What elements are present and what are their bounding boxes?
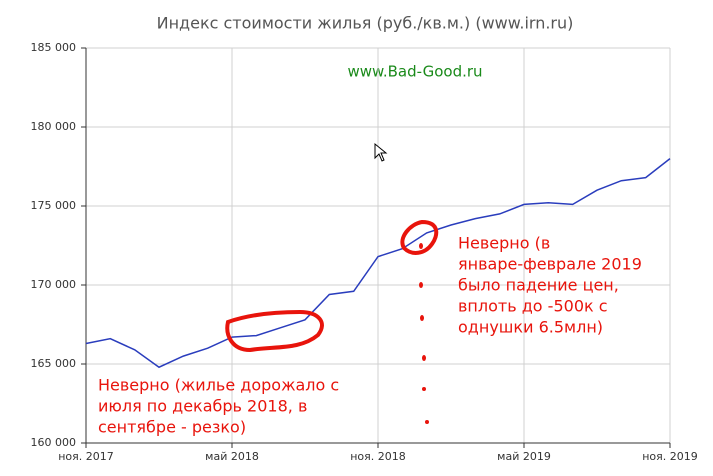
line	[85, 158, 671, 369]
annotation: было падение цен,	[458, 276, 619, 295]
x-tick-label: ноя. 2018	[350, 450, 406, 463]
annotation: Неверно (в	[458, 234, 550, 253]
annotation: однушки 6.5млн)	[458, 318, 603, 337]
annotation: Неверно (жилье дорожало с	[98, 376, 339, 395]
x-tick-label: ноя. 2019	[642, 450, 698, 463]
y-tick-label: 170 000	[31, 278, 77, 291]
annotation: сентябре - резко)	[98, 418, 246, 437]
watermark: www.Bad-Good.ru	[347, 63, 482, 81]
plot: 160 000 165 000 170 000 175 000 180 000 185 0…	[31, 41, 698, 463]
annotation-dots	[419, 243, 429, 424]
y-tick-label: 185 000	[31, 41, 77, 54]
annotation: июля по декабрь 2018, в	[98, 397, 307, 416]
annotation: вплоть до -500к с	[458, 297, 608, 316]
annotation: январе-феврале 2019	[458, 255, 642, 274]
x-tick-label: май 2019	[497, 450, 551, 463]
chart-title: Индекс стоимости жилья (руб./кв.м.) (www…	[157, 14, 574, 33]
x-tick-label: ноя. 2017	[58, 450, 114, 463]
x-tick-label: май 2018	[205, 450, 259, 463]
cursor	[374, 142, 388, 162]
y-tick-label: 160 000	[31, 436, 77, 449]
y-tick-label: 180 000	[31, 120, 77, 133]
annotation-marks	[225, 219, 439, 353]
y-tick-label: 175 000	[31, 199, 77, 212]
y-tick-label: 165 000	[31, 357, 77, 370]
